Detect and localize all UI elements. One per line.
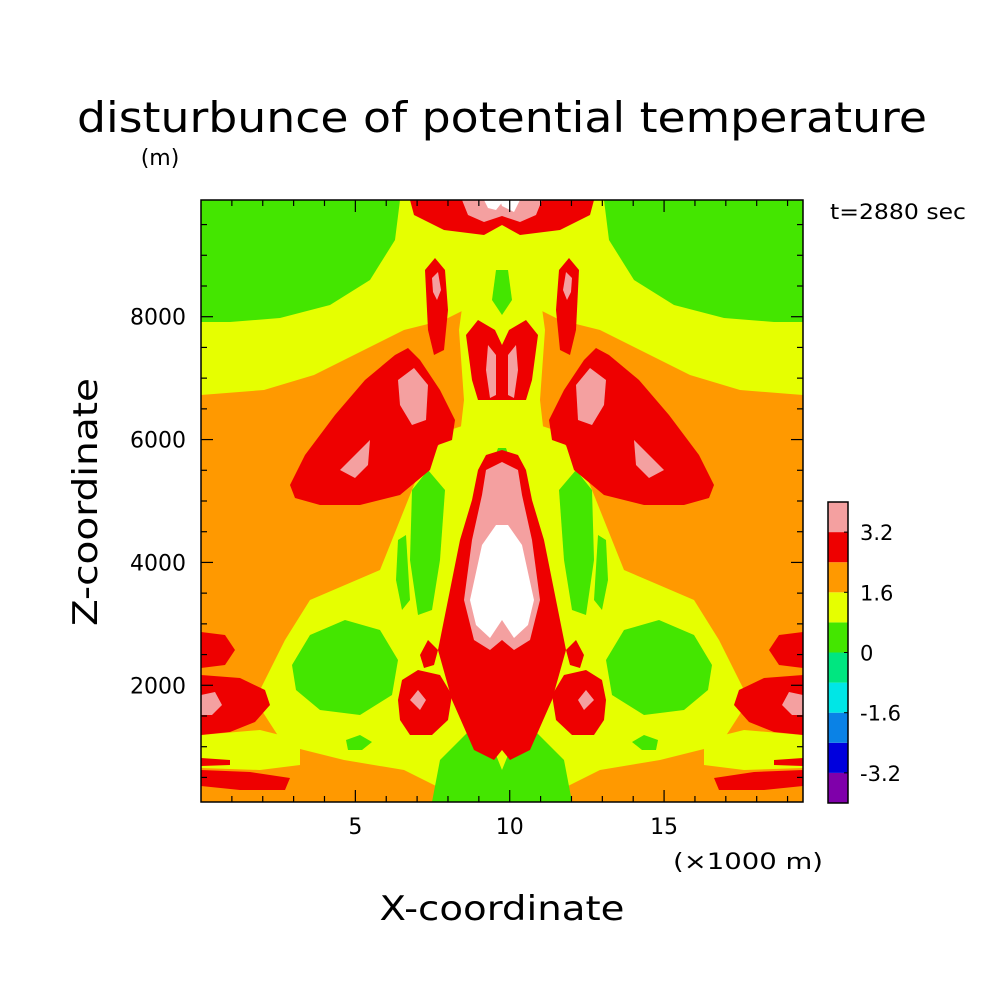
y-tick-label: 2000: [130, 674, 186, 699]
x-tick-label: 10: [496, 815, 524, 840]
contour-region-9: [292, 620, 398, 715]
colorbar-swatch: [828, 682, 848, 713]
contour-region-47: [462, 200, 542, 222]
contour-region-54: [578, 690, 594, 710]
contour-region-33: [201, 632, 235, 668]
contour-region-11: [410, 470, 445, 615]
contour-region-39: [201, 758, 230, 766]
colorbar-swatch: [828, 592, 848, 623]
contour-region-29: [420, 640, 438, 668]
contour-region-24: [466, 320, 538, 400]
colorbar-swatch: [828, 652, 848, 683]
contour-region-23: [556, 258, 579, 355]
contour-region-7: [201, 200, 400, 322]
contour-region-55: [470, 525, 534, 638]
colorbar-tick-label: 1.6: [860, 581, 893, 605]
contour-region-52: [782, 692, 803, 715]
contour-region-17: [432, 730, 572, 802]
chart-title: disturbunce of potential temperature: [77, 93, 927, 142]
y-tick-label: 4000: [130, 551, 186, 576]
contour-region-34: [769, 632, 803, 668]
x-axis-unit-label: (×1000 m): [673, 850, 823, 875]
colorbar-tick-label: -1.6: [860, 702, 901, 726]
colorbar-swatch: [828, 622, 848, 653]
contour-region-41: [340, 440, 370, 478]
y-tick-label: 6000: [130, 429, 186, 454]
colorbar-tick-label: 3.2: [860, 521, 893, 545]
time-label: t=2880 sec: [830, 200, 966, 224]
contour-region-49: [508, 345, 518, 398]
title-unit-label: (m): [141, 146, 180, 171]
contour-region-13: [396, 535, 410, 610]
contour-region-28: [552, 670, 606, 735]
contour-region-36: [734, 675, 803, 735]
contour-region-43: [398, 368, 428, 425]
contour-region-8: [604, 200, 803, 322]
colorbar-swatch: [828, 562, 848, 593]
contour-region-31: [452, 675, 468, 700]
y-axis-label: Z-coordinate: [66, 378, 106, 626]
contour-region-45: [432, 272, 441, 300]
contour-region-12: [559, 470, 594, 615]
plot-axes: 5 10 15 2000 4000 6000 8000: [130, 199, 804, 840]
contour-region-37: [201, 770, 290, 790]
contour-region-42: [634, 440, 664, 478]
contour-region-22: [425, 258, 448, 355]
contour-region-40: [774, 758, 803, 766]
contour-region-46: [563, 272, 572, 300]
contour-region-10: [606, 620, 712, 715]
contour-region-44: [576, 368, 606, 425]
colorbar-swatch: [828, 502, 848, 533]
colorbar-swatch: [828, 712, 848, 743]
colorbar-swatch: [828, 532, 848, 563]
contour-region-15: [492, 270, 512, 315]
contour-region-53: [410, 690, 426, 710]
contour-region-32: [536, 675, 552, 700]
contour-region-19: [632, 735, 658, 750]
contour-region-35: [201, 675, 270, 735]
colorbar: -3.2 -1.6 0 1.6 3.2: [827, 501, 901, 804]
contour-region-57: [484, 200, 504, 210]
colorbar-swatch: [828, 742, 848, 773]
contour-region-51: [201, 692, 222, 715]
contour-field: [201, 200, 803, 802]
contour-region-14: [594, 535, 608, 610]
colorbar-swatch: [828, 772, 848, 803]
y-tick-label: 8000: [130, 306, 186, 331]
contour-region-30: [566, 640, 584, 668]
contour-region-18: [346, 735, 372, 750]
contour-region-25: [410, 200, 594, 235]
contour-region-48: [486, 345, 496, 398]
x-tick-label: 15: [650, 815, 678, 840]
contour-region-38: [714, 770, 803, 790]
colorbar-tick-label: 0: [860, 642, 873, 666]
colorbar-tick-label: -3.2: [860, 762, 901, 786]
x-axis-label: X-coordinate: [380, 889, 625, 929]
x-tick-label: 5: [348, 815, 362, 840]
contour-region-27: [398, 670, 452, 735]
